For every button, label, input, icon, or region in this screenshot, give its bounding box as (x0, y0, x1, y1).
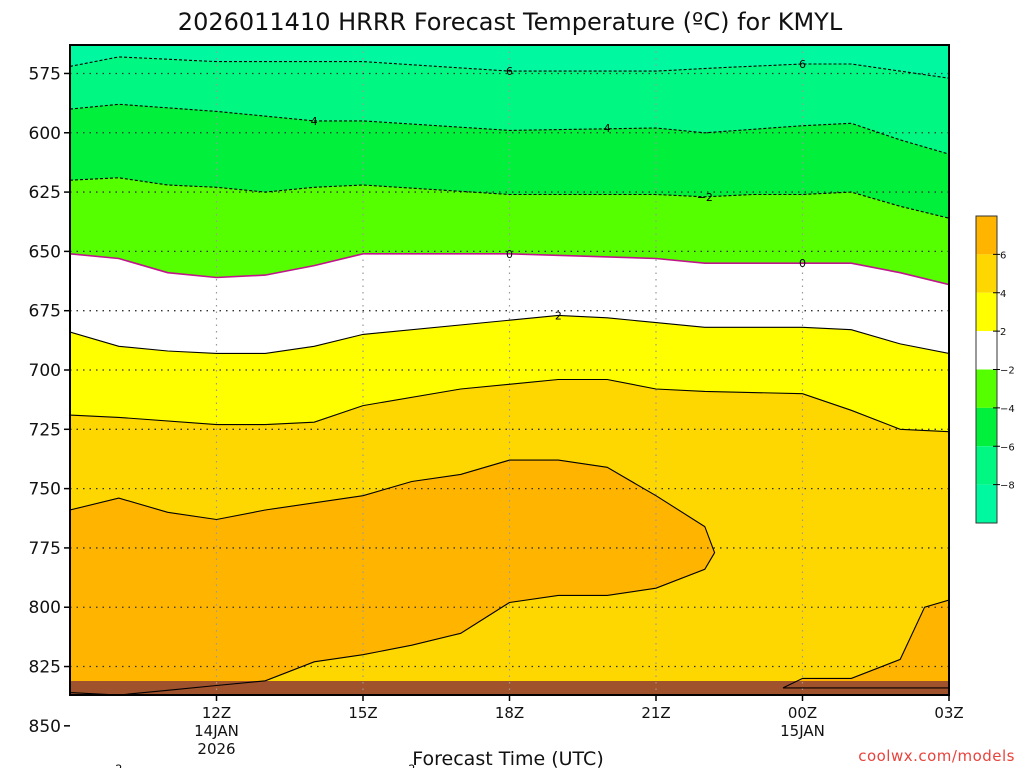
colorbar-label: 2 (1000, 327, 1006, 338)
x-tick-label: 00Z (788, 704, 817, 722)
contour-label-minus2: −2 (697, 191, 713, 204)
contour-line (70, 56, 949, 79)
colorbar-swatch (976, 446, 997, 485)
colorbar-label: −6 (1000, 442, 1015, 453)
contour-label-0: 0 (506, 248, 513, 261)
y-tick-label: 650 (29, 242, 61, 262)
contour-line (70, 177, 949, 219)
colorbar-swatch (976, 292, 997, 332)
contour-line (70, 103, 949, 155)
colorbar-label: −2 (1000, 366, 1015, 377)
x-axis-label: Forecast Time (UTC) (412, 748, 603, 768)
y-tick-label: 750 (29, 480, 61, 500)
contour-fills (70, 45, 949, 695)
contour-line (782, 599, 949, 689)
y-tick-label: 625 (29, 183, 61, 203)
colorbar-swatch (976, 369, 997, 408)
y-tick-label: 850 (29, 717, 61, 737)
x-tick-label: 15Z (348, 704, 377, 722)
x-tick-label: 21Z (641, 704, 670, 722)
colorbar-swatch (976, 216, 997, 255)
colorbar-label: −8 (1000, 481, 1015, 492)
plot-area: 6 6 4 4 −2 0 0 2 2 2 (69, 44, 950, 768)
y-tick-label: 575 (29, 64, 61, 84)
y-tick-label: 825 (29, 658, 61, 678)
ground-layer (70, 681, 949, 695)
y-tick-label: 600 (29, 124, 61, 144)
contour-line (70, 253, 949, 286)
source-credit: coolwx.com/models (858, 747, 1015, 765)
x-tick-label: 18Z (495, 704, 524, 722)
chart-title: 2026011410 HRRR Forecast Temperature (ºC… (178, 8, 843, 36)
contour-label-2: 2 (555, 309, 562, 322)
contour-line (70, 459, 716, 695)
x-tick-label: 12Z (202, 704, 231, 722)
colorbar-label: −4 (1000, 404, 1015, 415)
contour-lines (70, 56, 949, 695)
colorbar-swatch (976, 407, 997, 447)
y-tick-label: 700 (29, 361, 61, 381)
y-axis: 575 600 625 650 675 700 725 750 775 800 825 850 (29, 64, 70, 737)
contour-label-4: 4 (604, 122, 611, 135)
contour-label-0: 0 (799, 257, 806, 270)
x-tick-label: 2026 (197, 740, 235, 758)
x-tick-label: 15JAN (780, 722, 825, 740)
fill-band-plus6-region (783, 600, 949, 688)
y-tick-label: 800 (29, 598, 61, 618)
contour-label-2: 2 (115, 763, 122, 768)
y-tick-label: 675 (29, 302, 61, 322)
colorbar-label: 4 (1000, 289, 1006, 300)
contour-label-2: 2 (408, 763, 415, 768)
grid (70, 45, 949, 695)
x-tick-label: 14JAN (194, 722, 239, 740)
colorbar-label: 6 (1000, 250, 1006, 261)
y-tick-label: 775 (29, 539, 61, 559)
colorbar: 6 4 2 −2 −4 −6 −8 (975, 215, 1015, 524)
colorbar-swatch (976, 484, 997, 523)
y-tick-label: 725 (29, 420, 61, 440)
contour-labels: 6 6 4 4 −2 0 0 2 2 2 (115, 58, 806, 768)
contour-line (70, 314, 949, 354)
contour-label-4: 4 (311, 115, 318, 128)
contour-label-6: 6 (799, 58, 806, 71)
colorbar-swatch (976, 331, 997, 370)
colorbar-swatch (976, 254, 997, 293)
x-tick-label: 03Z (934, 704, 963, 722)
contour-line (70, 378, 949, 433)
contour-label-6: 6 (506, 65, 513, 78)
fill-band-plus6-region (70, 460, 715, 695)
